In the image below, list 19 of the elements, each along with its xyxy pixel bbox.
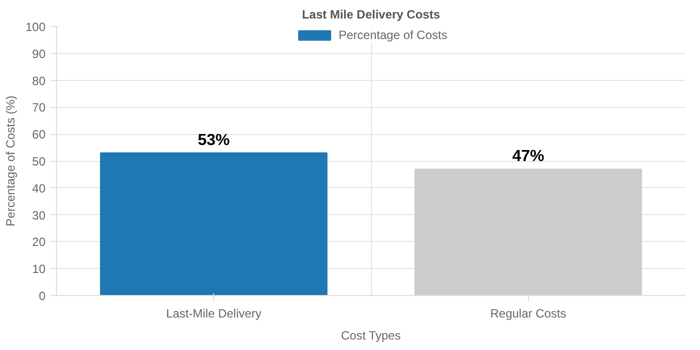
data-label: 53%	[198, 132, 230, 149]
y-tick-label: 20	[32, 235, 46, 250]
y-tick-label: 0	[38, 289, 46, 303]
x-axis-title: Cost Types	[340, 328, 401, 342]
y-tick-label: 70	[32, 100, 46, 115]
y-tick-label: 40	[32, 181, 46, 196]
y-axis-title: Percentage of Costs (%)	[3, 96, 18, 226]
y-tick-label: 50	[32, 154, 46, 168]
y-tick-label: 60	[32, 128, 46, 142]
x-tick-label: Last-Mile Delivery	[166, 306, 262, 320]
legend-label: Percentage of Costs	[338, 28, 448, 42]
data-label: 47%	[512, 148, 544, 166]
y-tick-label: 90	[32, 46, 46, 61]
x-tick-label: Regular Costs	[490, 306, 566, 320]
y-tick-label: 100	[25, 20, 46, 34]
y-tick-label: 10	[32, 262, 46, 276]
chart-title: Last Mile Delivery Costs	[302, 8, 440, 22]
y-tick-label: 80	[32, 74, 46, 88]
y-tick-label: 30	[32, 208, 46, 222]
